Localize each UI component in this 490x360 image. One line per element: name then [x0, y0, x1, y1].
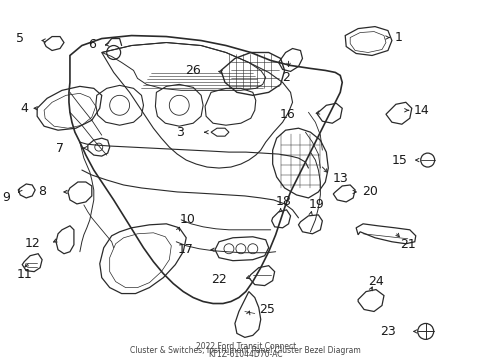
Text: 20: 20	[362, 185, 378, 198]
Text: 14: 14	[414, 104, 430, 117]
Text: 21: 21	[400, 238, 416, 251]
Text: 18: 18	[276, 195, 292, 208]
Text: KT1Z-61044D70-AC: KT1Z-61044D70-AC	[209, 350, 283, 359]
Text: 17: 17	[177, 243, 193, 256]
Text: 5: 5	[16, 32, 24, 45]
Text: 22: 22	[211, 273, 227, 286]
Text: Cluster & Switches, Instrument Panel Cluster Bezel Diagram: Cluster & Switches, Instrument Panel Clu…	[130, 346, 361, 355]
Text: 24: 24	[368, 275, 384, 288]
Text: 13: 13	[332, 171, 348, 185]
Text: 2022 Ford Transit Connect: 2022 Ford Transit Connect	[196, 342, 296, 351]
Text: 4: 4	[20, 102, 28, 115]
Text: 7: 7	[56, 141, 64, 155]
Text: 3: 3	[176, 126, 184, 139]
Text: 8: 8	[38, 185, 46, 198]
Text: 11: 11	[16, 268, 32, 281]
Text: 9: 9	[2, 192, 10, 204]
Text: 23: 23	[380, 325, 396, 338]
Text: 16: 16	[280, 108, 295, 121]
Text: 19: 19	[308, 198, 324, 211]
Text: 10: 10	[179, 213, 195, 226]
Text: 15: 15	[392, 154, 408, 167]
Text: 12: 12	[24, 237, 40, 250]
Text: 25: 25	[259, 303, 274, 316]
Text: 26: 26	[185, 64, 201, 77]
Text: 2: 2	[283, 71, 291, 84]
Text: 6: 6	[88, 38, 96, 51]
Text: 1: 1	[395, 31, 403, 44]
